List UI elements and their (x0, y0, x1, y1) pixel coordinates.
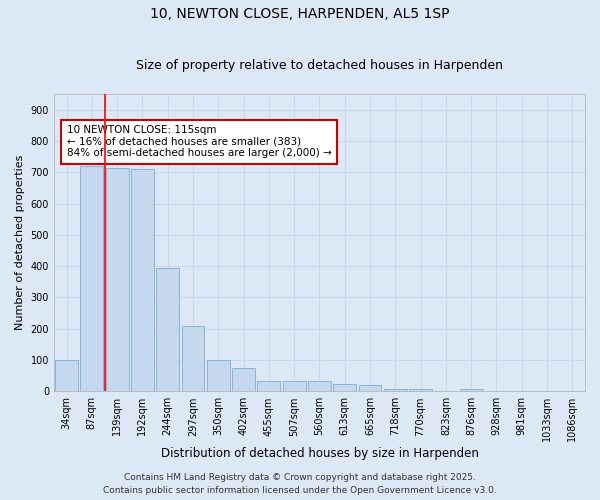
Bar (384, 389, 407, 392)
Bar (207, 360, 230, 392)
Bar (232, 368, 255, 392)
Bar (460, 389, 482, 392)
Text: 10 NEWTON CLOSE: 115sqm
← 16% of detached houses are smaller (383)
84% of semi-d: 10 NEWTON CLOSE: 115sqm ← 16% of detache… (67, 126, 331, 158)
Bar (409, 389, 432, 392)
Y-axis label: Number of detached properties: Number of detached properties (15, 155, 25, 330)
Bar (257, 382, 280, 392)
Bar (55, 360, 78, 392)
Bar (334, 384, 356, 392)
Bar (182, 326, 205, 392)
Bar (131, 169, 154, 392)
Bar (80, 166, 103, 392)
Bar (359, 385, 382, 392)
Bar (283, 381, 305, 392)
Bar (157, 268, 179, 392)
Title: Size of property relative to detached houses in Harpenden: Size of property relative to detached ho… (136, 59, 503, 72)
Text: 10, NEWTON CLOSE, HARPENDEN, AL5 1SP: 10, NEWTON CLOSE, HARPENDEN, AL5 1SP (150, 8, 450, 22)
Bar (106, 168, 128, 392)
X-axis label: Distribution of detached houses by size in Harpenden: Distribution of detached houses by size … (161, 447, 478, 460)
Text: Contains HM Land Registry data © Crown copyright and database right 2025.
Contai: Contains HM Land Registry data © Crown c… (103, 474, 497, 495)
Bar (308, 381, 331, 392)
